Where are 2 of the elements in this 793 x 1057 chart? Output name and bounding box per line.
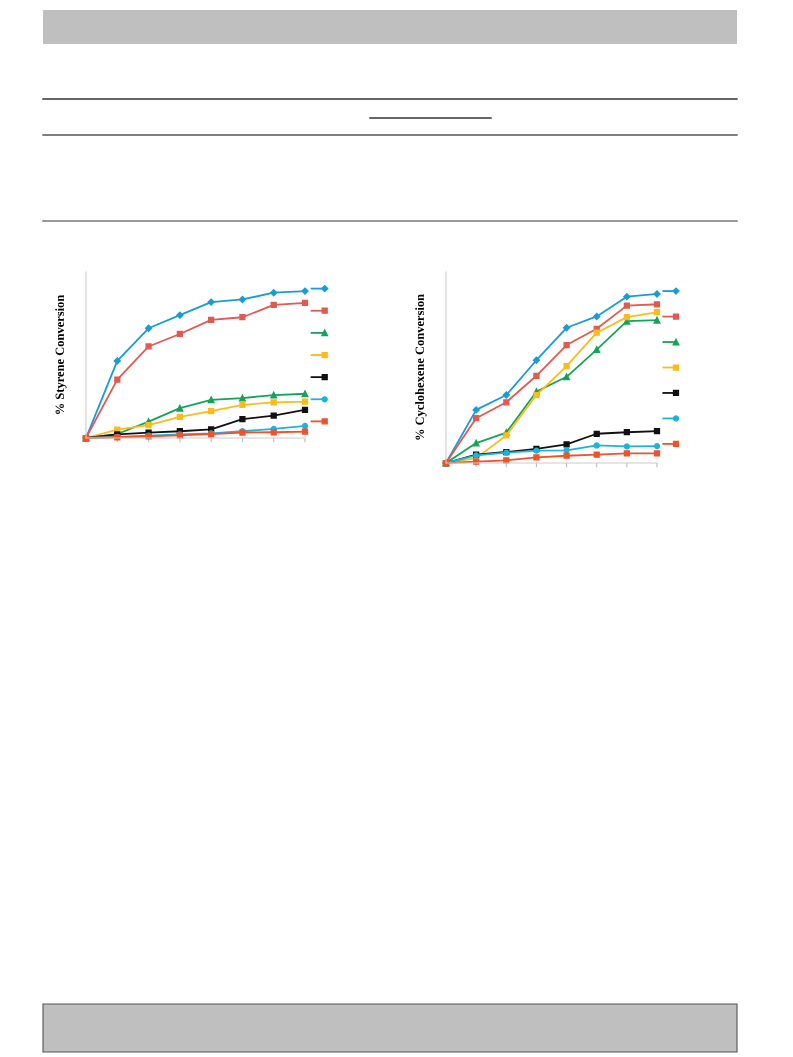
y-axis-title: % Cyclohexene Conversion [415,294,427,440]
y-axis-title: % Styrene Conversion [55,294,67,415]
